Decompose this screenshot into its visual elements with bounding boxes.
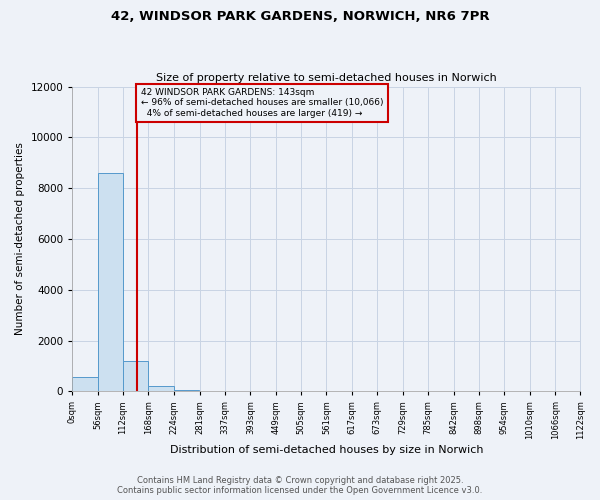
Text: Contains HM Land Registry data © Crown copyright and database right 2025.
Contai: Contains HM Land Registry data © Crown c… [118,476,482,495]
Text: 42, WINDSOR PARK GARDENS, NORWICH, NR6 7PR: 42, WINDSOR PARK GARDENS, NORWICH, NR6 7… [110,10,490,23]
Title: Size of property relative to semi-detached houses in Norwich: Size of property relative to semi-detach… [156,73,497,83]
X-axis label: Distribution of semi-detached houses by size in Norwich: Distribution of semi-detached houses by … [170,445,483,455]
Bar [123,361,148,392]
Bar [148,386,174,392]
Bar [98,173,123,392]
Y-axis label: Number of semi-detached properties: Number of semi-detached properties [15,142,25,336]
Bar [73,378,98,392]
Text: 42 WINDSOR PARK GARDENS: 143sqm
← 96% of semi-detached houses are smaller (10,06: 42 WINDSOR PARK GARDENS: 143sqm ← 96% of… [141,88,383,118]
Bar [174,390,199,392]
